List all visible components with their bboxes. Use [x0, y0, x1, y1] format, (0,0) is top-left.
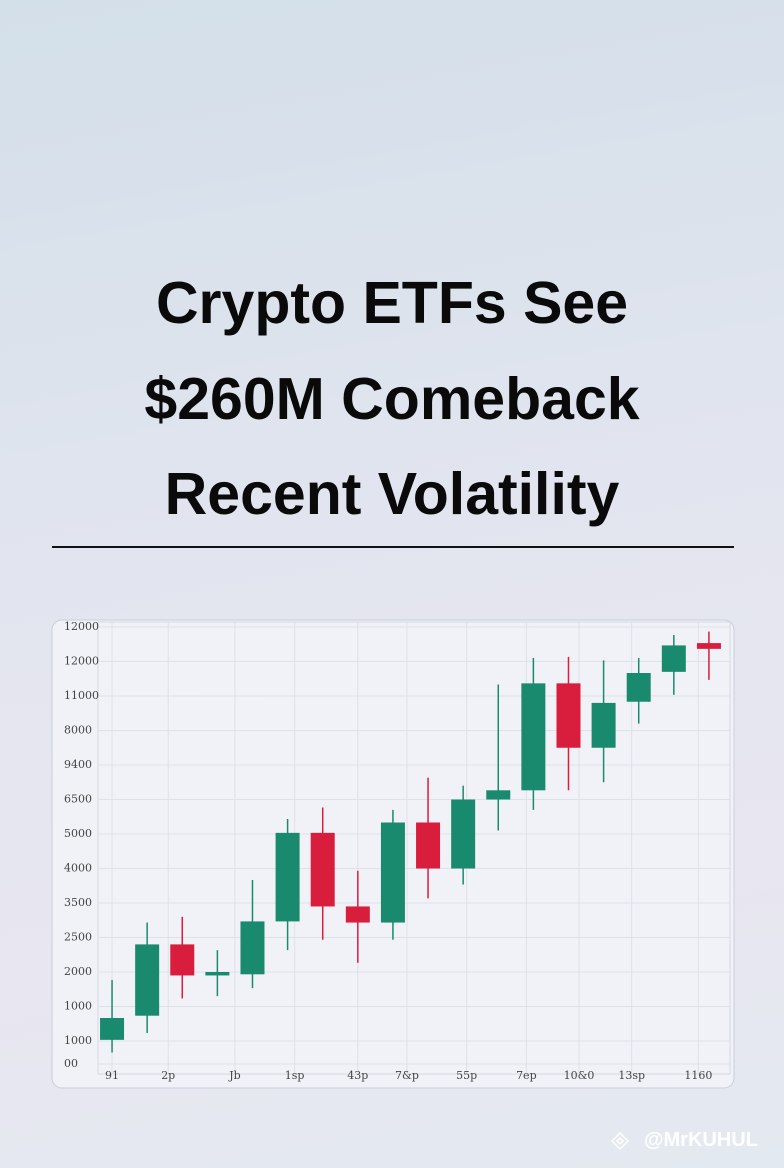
candle-body: [205, 972, 230, 976]
candle-body: [135, 944, 160, 1016]
candle-body: [380, 822, 405, 923]
y-tick-label: 12000: [64, 655, 99, 668]
x-tick-label: Jb: [228, 1069, 240, 1082]
headline-line: $260M Comeback: [144, 366, 639, 432]
candle-body: [661, 645, 686, 672]
x-tick-label: 55p: [456, 1069, 477, 1082]
headline-line: Crypto ETFs See: [156, 270, 628, 336]
x-tick-label: 2p: [161, 1069, 175, 1082]
watermark: @MrKUHUL: [644, 1129, 758, 1151]
candle-body: [345, 906, 370, 923]
y-tick-label: 00: [64, 1057, 78, 1070]
y-tick-label: 11000: [64, 689, 99, 702]
candle-body: [100, 1018, 125, 1040]
y-tick-label: 2500: [64, 931, 92, 944]
x-tick-label: 43p: [347, 1069, 368, 1082]
candle-body: [240, 921, 265, 975]
candle-body: [310, 832, 335, 907]
y-tick-label: 5000: [64, 827, 92, 840]
x-tick-label: 7&p: [395, 1069, 419, 1082]
x-tick-label: 1sp: [285, 1069, 305, 1082]
y-tick-label: 6500: [64, 793, 92, 806]
y-tick-label: 3500: [64, 896, 92, 909]
candle-body: [275, 832, 300, 922]
y-tick-label: 9400: [64, 758, 92, 771]
candle-body: [591, 702, 616, 748]
candle-body: [486, 790, 511, 800]
y-tick-label: 1000: [64, 1000, 92, 1013]
y-tick-label: 2000: [64, 965, 92, 978]
candle-body: [521, 683, 546, 791]
headline-line: Recent Volatility: [165, 461, 620, 527]
x-tick-label: 91: [105, 1069, 119, 1082]
y-tick-label: 1000: [64, 1034, 92, 1047]
candle-body: [451, 799, 476, 869]
candle-body: [556, 683, 581, 748]
chart: 00 1000 1000 2000 2500 3500 4000 5000 6500 9400 80…: [64, 620, 730, 1082]
candle-body: [696, 643, 721, 649]
x-tick-label: 13sp: [618, 1069, 645, 1082]
candle-body: [170, 944, 195, 976]
candle-body: [626, 673, 651, 702]
y-tick-label: 4000: [64, 862, 92, 875]
x-tick-label: 10&0: [564, 1069, 595, 1082]
y-tick-label: 8000: [64, 724, 92, 737]
x-tick-label: 1160: [684, 1069, 712, 1082]
candle-body: [416, 822, 441, 869]
x-tick-label: 7ep: [516, 1069, 537, 1082]
watermark-icon: [610, 1131, 630, 1151]
y-tick-label: 12000: [64, 620, 99, 633]
plot-area: [97, 621, 731, 1075]
